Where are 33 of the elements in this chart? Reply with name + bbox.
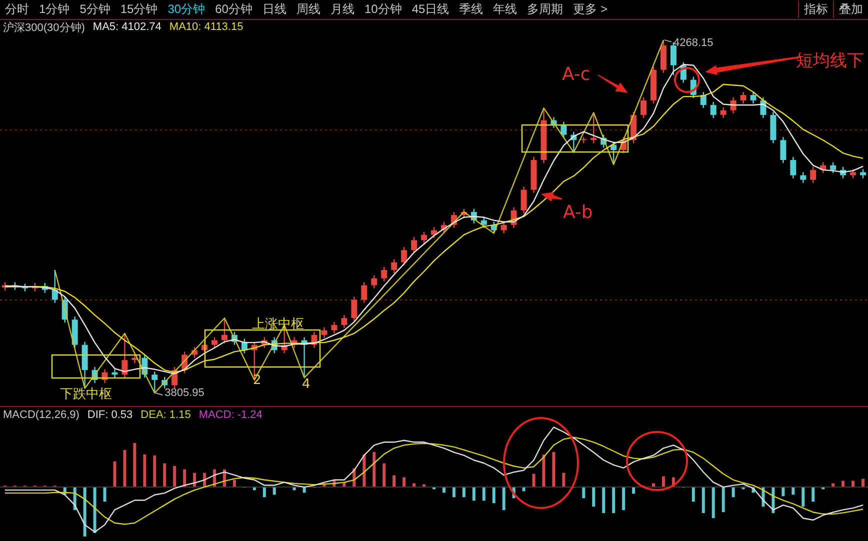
text: 5分钟 [78,1,112,18]
annotation: 4 [302,377,310,392]
text: 叠加 [833,1,868,18]
text: DIF: 0.53 [87,409,133,421]
text: MA10: 4113.15 [169,21,244,33]
text: 分时 [4,1,30,18]
chart-title: 沪深300(30分钟) [3,20,85,34]
text: MACD: -1.24 [198,409,262,421]
text: 1分钟 [38,1,71,18]
text: 45日线 [410,1,450,18]
chart-title: MACD(12,26,9) [3,409,80,421]
annotation: 2 [253,373,262,388]
text: 日线 [261,1,288,18]
annotation: A-c [562,64,590,85]
text: MA5: 4102.74 [92,21,162,33]
text: 周线 [295,1,322,18]
annotation: 短均线下 [796,51,864,71]
annotation: 3805.95 [164,387,204,400]
text: 30分钟 [166,1,206,18]
text: 更多 > [572,1,609,18]
text: 季线 [458,1,484,18]
annotation: 下跌中枢 [60,387,112,402]
annotation: 上涨中枢 [252,317,304,332]
text: 15分钟 [119,1,159,18]
text: 月线 [329,1,356,18]
annotation: A-b [563,202,593,223]
text: 60分钟 [214,1,254,18]
text: DEA: 1.15 [140,409,191,421]
text: 年线 [492,1,518,18]
annotation: 4268.15 [673,36,714,49]
text: 指标 [798,1,833,18]
text: 多周期 [526,1,564,18]
text: 10分钟 [363,1,403,18]
